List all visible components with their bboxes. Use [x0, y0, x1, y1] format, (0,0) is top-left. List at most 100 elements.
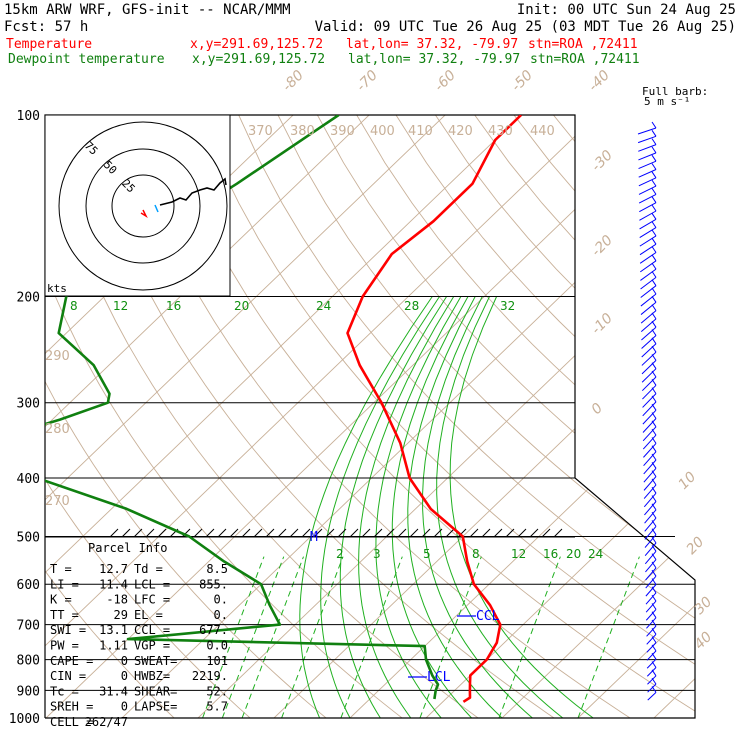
wind-barb-flag	[651, 636, 657, 643]
wind-barb	[640, 293, 657, 307]
hodograph-units: kts	[47, 282, 67, 295]
wind-barb	[639, 202, 657, 213]
temperature-curve	[346, 115, 523, 703]
parcel-info-cell: Tc =	[50, 684, 79, 698]
wind-barb	[643, 467, 657, 483]
dry-adiabat-line	[671, 115, 695, 718]
wind-barb	[642, 418, 657, 433]
wind-barb	[644, 517, 657, 532]
wind-barb	[643, 476, 657, 491]
parcel-info-cell: PW =	[50, 639, 79, 653]
dry-adiabat-line	[435, 115, 695, 718]
wind-barb-flag	[651, 669, 657, 677]
wind-barb	[646, 617, 657, 629]
wind-barb	[644, 534, 657, 548]
parcel-info-cell: 12.7	[99, 562, 128, 576]
wind-barb	[638, 169, 657, 178]
wind-barb-flag	[651, 154, 657, 162]
hodograph-ring	[111, 174, 175, 238]
hatch-mark	[265, 528, 275, 538]
parcel-info-cell: 2219.	[192, 669, 228, 683]
valid-time: Valid: 09 UTC Tue 26 Aug 25 (03 MDT Tue …	[315, 19, 736, 35]
wind-barb-flag	[651, 594, 657, 602]
parcel-info-cell: 262/47	[85, 715, 128, 729]
wind-barb-flag	[651, 163, 657, 170]
hatch-mark	[325, 528, 335, 538]
parcel-info-cell: TT =	[50, 608, 79, 622]
mixing-ratio-label: 3	[373, 547, 381, 561]
wind-barb	[639, 243, 657, 256]
parcel-info-cell: EL =	[134, 608, 163, 622]
dry-adiabat-line	[513, 115, 695, 718]
mixing-ratio-label: 20	[566, 547, 581, 561]
pressure-label: 800	[17, 654, 40, 669]
wind-barb-flag	[651, 395, 657, 403]
wind-barb	[641, 351, 657, 366]
isotherm-line	[45, 115, 674, 718]
pressure-label: 100	[17, 109, 40, 124]
parcel-info-cell: 0	[121, 669, 128, 683]
hatch-mark	[481, 528, 491, 538]
wind-barb	[643, 451, 657, 466]
hatch-mark	[361, 528, 371, 538]
wind-barb	[641, 368, 657, 383]
hatch-mark	[457, 528, 467, 538]
wind-barb-flag	[651, 586, 657, 594]
hatch-mark	[289, 528, 299, 538]
dry-adiabat-line	[395, 115, 695, 718]
mixing-ratio-label: 5	[423, 547, 431, 561]
hodograph-mean-wind	[140, 209, 148, 218]
wind-barb-flag	[651, 420, 657, 428]
wind-barb-flag	[651, 271, 657, 278]
wind-barb-flag	[651, 213, 657, 220]
wind-barb	[645, 584, 657, 597]
mixing-ratio-label: 8	[472, 547, 480, 561]
mixing-ratio-label: 12	[511, 547, 526, 561]
parcel-info-cell: 0.	[214, 593, 228, 607]
wind-barb	[639, 252, 657, 264]
wind-barb-flag	[651, 520, 657, 527]
wind-barb-flag	[651, 370, 657, 378]
hodograph-ring	[85, 148, 201, 264]
wind-barb-flag	[651, 287, 657, 295]
temperature-xy: x,y=291.69,125.72	[190, 37, 323, 52]
wind-barb-flag	[651, 221, 657, 228]
wind-barb	[640, 318, 657, 332]
wind-barb-flag	[651, 354, 657, 361]
pressure-label: 600	[17, 578, 40, 593]
wind-barb-flag	[651, 296, 657, 303]
wind-barb-flag	[651, 428, 657, 436]
wind-barb	[640, 260, 657, 273]
wind-barb-flag	[651, 661, 657, 668]
hatch-mark	[229, 528, 239, 538]
parcel-info-cell: 8.5	[206, 562, 228, 576]
hodograph-trace	[159, 177, 227, 206]
wind-barb	[643, 484, 657, 499]
parcel-info-cell: CAPE =	[50, 654, 93, 668]
wind-barb-flag	[651, 486, 657, 494]
theta-label: 370	[248, 124, 273, 139]
parcel-info-cell: 11.4	[99, 577, 128, 591]
temperature-axis-label: -10	[589, 310, 617, 338]
parcel-info-cell: VGP =	[134, 639, 170, 653]
hatch-mark	[397, 528, 407, 538]
parcel-info-cell: 101	[206, 654, 228, 668]
wind-barb	[640, 301, 657, 315]
wind-barb	[642, 409, 657, 425]
mixing-ratio-label: 16	[543, 547, 558, 561]
wind-barb	[643, 443, 657, 458]
wind-barb-flag	[651, 387, 657, 394]
wind-barb-flag	[651, 445, 657, 452]
temperature-axis-label: 0	[589, 400, 607, 418]
dry-adiabat-line	[45, 115, 327, 718]
wind-barb-flag	[651, 686, 657, 693]
wind-barb-flag	[651, 611, 657, 618]
wind-barb-flag	[651, 462, 657, 469]
hatch-mark	[421, 528, 431, 538]
wind-barb	[642, 426, 657, 442]
wind-barb	[643, 492, 657, 508]
wind-barb-flag	[651, 337, 657, 345]
wind-barb-flag	[651, 453, 657, 461]
hodograph-box	[44, 114, 231, 297]
mixing-ratio-line	[419, 556, 482, 718]
